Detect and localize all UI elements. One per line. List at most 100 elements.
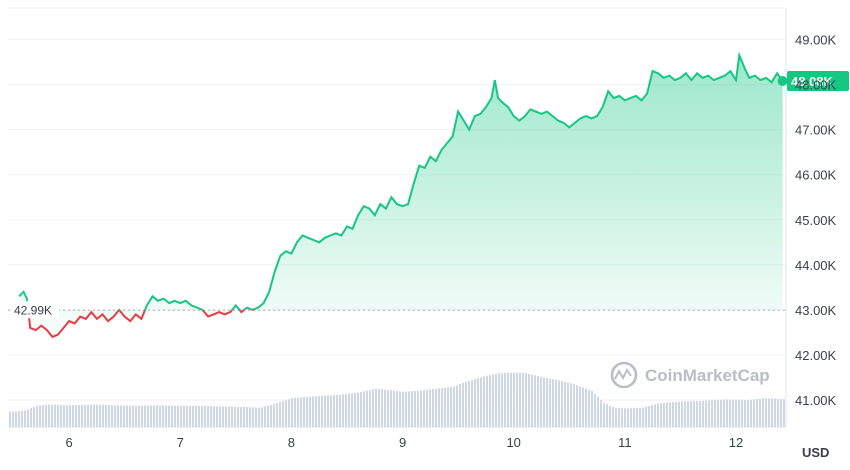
x-tick-label: 6 — [66, 435, 73, 450]
volume-bar — [702, 400, 704, 427]
y-axis-ticks: 49.00K 48.00K 47.00K 46.00K 45.00K 44.00K 43.0… — [795, 33, 837, 408]
volume-bar — [270, 404, 272, 427]
volume-bar — [735, 399, 737, 427]
volume-bar — [249, 407, 251, 427]
volume-bar — [420, 390, 422, 427]
volume-bar — [339, 394, 341, 427]
volume-bar — [516, 372, 518, 427]
current-price-dot — [777, 75, 788, 86]
volume-bar — [33, 407, 35, 427]
volume-bar — [36, 405, 38, 427]
volume-bar — [120, 405, 122, 427]
volume-bar — [318, 396, 320, 427]
volume-bar — [384, 389, 386, 427]
volume-bar — [684, 401, 686, 427]
volume-bar — [354, 392, 356, 427]
watermark-text: CoinMarketCap — [645, 366, 770, 385]
volume-bar — [222, 406, 224, 427]
y-tick-label: 46.00K — [795, 168, 837, 183]
volume-bar — [513, 372, 515, 427]
volume-bar — [42, 405, 44, 427]
volume-bar — [669, 402, 671, 427]
volume-bar — [129, 405, 131, 427]
volume-bar — [186, 405, 188, 427]
volume-bar — [741, 399, 743, 427]
volume-bar — [597, 396, 599, 427]
volume-bar — [753, 399, 755, 427]
volume-bar — [480, 377, 482, 427]
volume-bar — [675, 401, 677, 427]
volume-bar — [162, 405, 164, 427]
volume-bar — [501, 373, 503, 427]
volume-bar — [714, 400, 716, 427]
volume-bar — [699, 400, 701, 427]
volume-bar — [546, 377, 548, 427]
volume-bar — [759, 398, 761, 427]
volume-bar — [321, 395, 323, 427]
volume-bar — [705, 400, 707, 427]
volume-bar — [477, 378, 479, 427]
volume-bar — [468, 380, 470, 427]
coinmarketcap-logo-icon — [610, 361, 638, 389]
volume-bar — [282, 400, 284, 427]
y-tick-label: 48.00K — [795, 78, 837, 93]
volume-bar — [564, 381, 566, 427]
volume-bar — [132, 405, 134, 427]
volume-bar — [381, 389, 383, 427]
volume-bar — [57, 404, 59, 427]
volume-bar — [144, 405, 146, 427]
volume-bar — [210, 406, 212, 427]
volume-bar — [147, 405, 149, 427]
volume-bar — [201, 405, 203, 427]
volume-bar — [18, 411, 20, 427]
volume-bar — [90, 404, 92, 427]
volume-bar — [12, 411, 14, 427]
volume-bar — [615, 407, 617, 427]
reference-label-text: 42.99K — [14, 303, 52, 317]
volume-bar — [576, 385, 578, 427]
volume-bar — [465, 381, 467, 427]
volume-bar — [441, 388, 443, 427]
volume-bar — [708, 400, 710, 427]
volume-bar — [549, 378, 551, 427]
volume-bar — [126, 405, 128, 427]
volume-bar — [330, 395, 332, 427]
volume-bar — [105, 404, 107, 427]
volume-bar — [372, 389, 374, 427]
volume-bar — [756, 399, 758, 427]
volume-bar — [336, 394, 338, 427]
volume-bar — [327, 395, 329, 427]
volume-bar — [378, 388, 380, 427]
volume-bar — [411, 391, 413, 427]
x-tick-label: 12 — [729, 435, 743, 450]
volume-bar — [243, 407, 245, 427]
volume-bar — [300, 397, 302, 427]
reference-label: 42.99K — [11, 301, 59, 319]
x-tick-label: 10 — [506, 435, 520, 450]
volume-bar — [123, 405, 125, 427]
x-tick-label: 8 — [288, 435, 295, 450]
volume-bar — [174, 405, 176, 427]
volume-bar — [609, 405, 611, 427]
volume-bar — [303, 397, 305, 427]
volume-bar — [324, 395, 326, 427]
volume-bar — [462, 382, 464, 427]
volume-bar — [396, 391, 398, 427]
volume-bar — [297, 397, 299, 427]
volume-bar — [654, 404, 656, 427]
volume-bar — [612, 407, 614, 427]
volume-bar — [429, 389, 431, 427]
volume-bar — [474, 379, 476, 427]
volume-bar — [504, 372, 506, 427]
x-tick-label: 9 — [399, 435, 406, 450]
volume-bar — [750, 399, 752, 427]
y-tick-label: 47.00K — [795, 123, 837, 138]
volume-bar — [168, 405, 170, 427]
volume-bar — [648, 406, 650, 427]
volume-bar — [234, 406, 236, 427]
volume-bar — [348, 393, 350, 427]
volume-bar — [681, 401, 683, 427]
volume-bar — [720, 399, 722, 427]
volume-bar — [195, 405, 197, 427]
